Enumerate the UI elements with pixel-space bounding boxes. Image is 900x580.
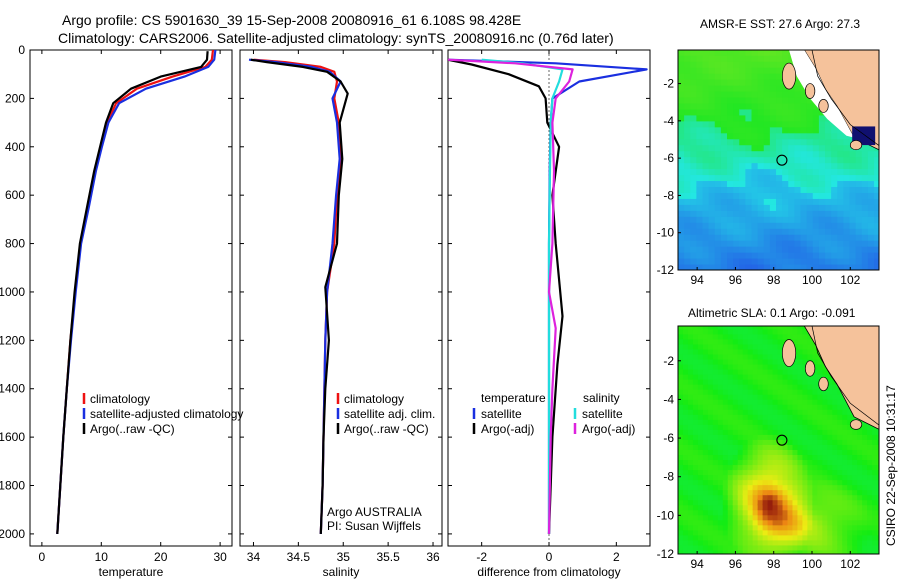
map-x-tick-label: 94 bbox=[690, 273, 704, 287]
island bbox=[849, 140, 863, 151]
legend-label: Argo(..raw -QC) bbox=[90, 422, 175, 436]
panel-temperature: 0 10 20 30 0 200 400 600 800 1000 1200 1400 1600 1800… bbox=[0, 43, 243, 579]
map-x-tick-label: 98 bbox=[767, 557, 781, 571]
x-axis-label: difference from climatology bbox=[477, 565, 620, 579]
island bbox=[781, 339, 797, 367]
land-mass bbox=[803, 50, 879, 151]
map-y-tick-label: -6 bbox=[663, 431, 674, 445]
island bbox=[804, 360, 816, 377]
y-tick-label: 200 bbox=[5, 91, 25, 105]
series-line-climatology bbox=[56, 50, 215, 534]
map-frame bbox=[677, 325, 880, 555]
argo-pi-annotation: PI: Susan Wijffels bbox=[327, 519, 421, 533]
map-y-tick-label: -12 bbox=[657, 263, 675, 277]
x-tick-label: 0 bbox=[39, 550, 46, 564]
map-y-tick-label: -8 bbox=[663, 188, 674, 202]
island bbox=[849, 419, 863, 430]
argo-pi-annotation: Argo AUSTRALIA bbox=[327, 505, 422, 519]
panel-frame bbox=[29, 49, 233, 547]
island bbox=[804, 83, 816, 99]
map-x-tick-label: 102 bbox=[840, 557, 860, 571]
x-tick-label: 10 bbox=[95, 550, 109, 564]
x-axis-label: temperature bbox=[99, 565, 164, 579]
y-tick-label: 2000 bbox=[0, 527, 25, 541]
series-line-temperature-argo-adj- bbox=[448, 58, 564, 534]
y-tick-label: 0 bbox=[18, 43, 25, 57]
sst-map-title: AMSR-E SST: 27.6 Argo: 27.3 bbox=[700, 17, 861, 31]
map-x-tick-label: 96 bbox=[729, 557, 743, 571]
x-tick-label: 20 bbox=[154, 550, 168, 564]
x-tick-label: 2 bbox=[613, 550, 620, 564]
y-tick-label: 400 bbox=[5, 140, 25, 154]
x-tick-label: 30 bbox=[213, 550, 227, 564]
series-line-argo-raw-qc- bbox=[56, 51, 209, 534]
map-sst-map: 94 96 98 100 102 -2 -4 -6 -8 -10 -12 bbox=[657, 49, 880, 287]
y-tick-label: 1600 bbox=[0, 430, 25, 444]
series-line-satellite-adjusted-climatology bbox=[56, 50, 217, 534]
panel-frame bbox=[239, 49, 443, 547]
bathymetry-contour bbox=[811, 50, 879, 146]
island bbox=[818, 99, 829, 113]
map-sla-map: 94 96 98 100 102 -2 -4 -6 -8 -10 -12 bbox=[657, 325, 880, 571]
legend-label: satellite bbox=[582, 407, 623, 421]
island bbox=[818, 376, 829, 392]
x-tick-label: 0 bbox=[546, 550, 553, 564]
map-y-tick-label: -2 bbox=[663, 77, 674, 91]
map-x-tick-label: 96 bbox=[729, 273, 743, 287]
legend-header-temperature: temperature bbox=[481, 391, 546, 405]
map-x-tick-label: 98 bbox=[767, 273, 781, 287]
series-line-argo-raw-qc- bbox=[250, 58, 349, 534]
y-tick-label: 1400 bbox=[0, 382, 25, 396]
legend-label: satellite adj. clim. bbox=[344, 407, 435, 421]
legend-label: satellite bbox=[481, 407, 522, 421]
argo-location-marker bbox=[776, 434, 788, 446]
y-tick-label: 1000 bbox=[0, 285, 25, 299]
series-line-salinity-argo-adj- bbox=[448, 58, 574, 534]
x-tick-label: 34 bbox=[247, 550, 261, 564]
map-y-tick-label: -10 bbox=[657, 508, 675, 522]
y-tick-label: 1200 bbox=[0, 333, 25, 347]
bathymetry-contour bbox=[811, 326, 879, 426]
y-tick-label: 800 bbox=[5, 237, 25, 251]
legend-label: satellite-adjusted climatology bbox=[90, 407, 243, 421]
x-tick-label: 34.5 bbox=[287, 550, 311, 564]
no-data-region bbox=[789, 50, 855, 138]
legend-label: climatology bbox=[344, 392, 404, 406]
sla-map-title: Altimetric SLA: 0.1 Argo: -0.091 bbox=[688, 306, 856, 320]
map-y-tick-label: -8 bbox=[663, 470, 674, 484]
figure-title-line-1: Argo profile: CS 5901630_39 15-Sep-2008 … bbox=[62, 12, 522, 28]
map-y-tick-label: -12 bbox=[657, 547, 675, 561]
legend-label: climatology bbox=[90, 392, 150, 406]
legend-label: Argo(..raw -QC) bbox=[344, 422, 429, 436]
x-tick-label: 35 bbox=[337, 550, 351, 564]
map-y-tick-label: -2 bbox=[663, 354, 674, 368]
y-tick-label: 1800 bbox=[0, 479, 25, 493]
y-tick-label: 600 bbox=[5, 188, 25, 202]
map-y-tick-label: -10 bbox=[657, 226, 675, 240]
x-axis-label: salinity bbox=[323, 565, 360, 579]
series-line-temperature-satellite bbox=[448, 58, 648, 534]
figure-title-line-2: Climatology: CARS2006. Satellite-adjuste… bbox=[58, 30, 614, 46]
map-frame bbox=[677, 49, 880, 271]
legend-label: Argo(-adj) bbox=[582, 422, 635, 436]
map-y-tick-label: -4 bbox=[663, 392, 674, 406]
x-tick-label: -2 bbox=[476, 550, 487, 564]
island bbox=[781, 62, 797, 90]
map-y-tick-label: -6 bbox=[663, 151, 674, 165]
map-y-tick-label: -4 bbox=[663, 114, 674, 128]
x-tick-label: 36 bbox=[426, 550, 440, 564]
map-x-tick-label: 100 bbox=[802, 273, 822, 287]
panel-salinity: 34 34.5 35 35.5 36 salinity climatologysatelli… bbox=[239, 49, 443, 579]
x-tick-label: 35.5 bbox=[376, 550, 400, 564]
argo-location-marker bbox=[776, 154, 788, 166]
land-mass bbox=[803, 326, 879, 430]
map-x-tick-label: 100 bbox=[802, 557, 822, 571]
legend-header-salinity: salinity bbox=[583, 391, 620, 405]
map-x-tick-label: 102 bbox=[840, 273, 860, 287]
legend-label: Argo(-adj) bbox=[481, 422, 534, 436]
map-x-tick-label: 94 bbox=[690, 557, 704, 571]
